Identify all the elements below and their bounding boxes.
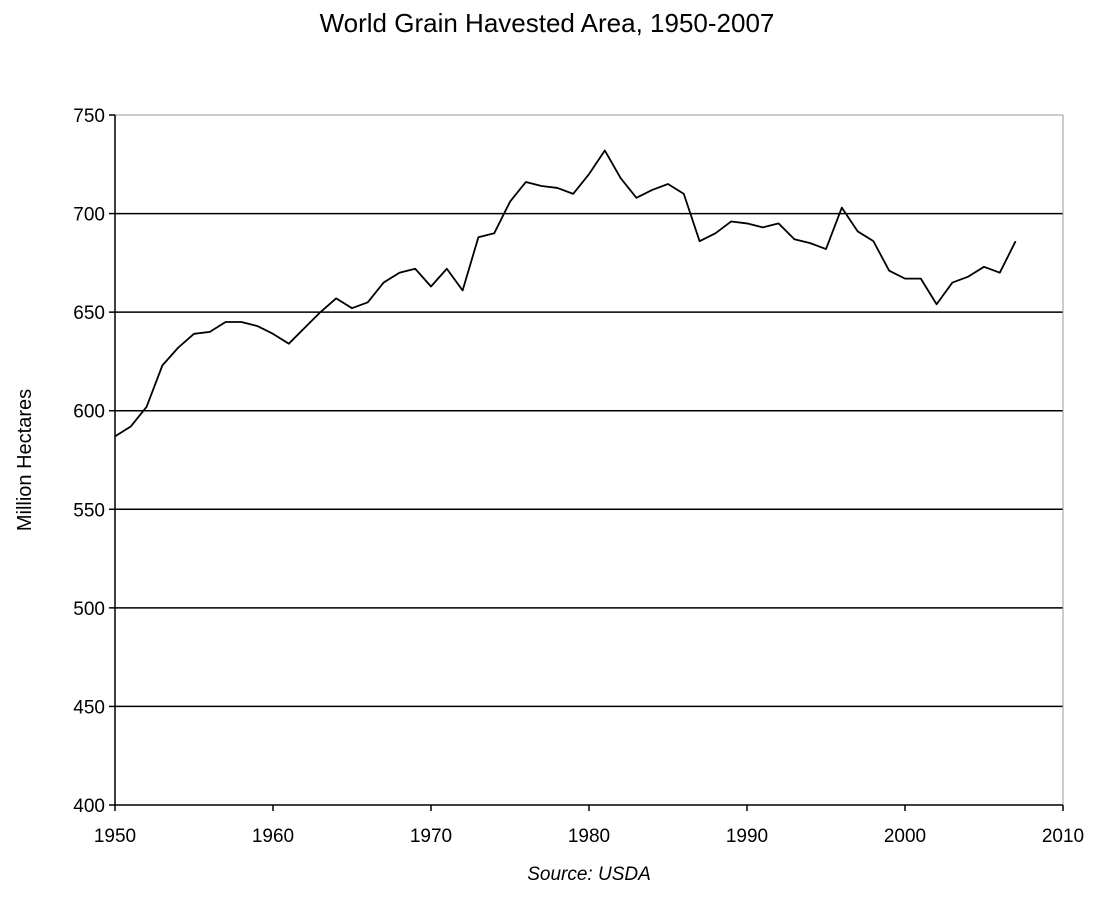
source-note: Source: USDA (527, 864, 651, 885)
x-tick-label-1970: 1970 (410, 826, 452, 847)
tick-labels: 400 450 500 550 600 650 700 750 1950 1960 1970 1980… (73, 106, 1084, 847)
y-tick-label-750: 750 (73, 106, 105, 127)
y-tick-label-400: 400 (73, 796, 105, 817)
y-tick-label-450: 450 (73, 697, 105, 718)
plot-frame (114, 114, 1064, 806)
x-tick-label-2000: 2000 (884, 826, 926, 847)
gridlines (115, 212, 1063, 708)
x-tick-label-2010: 2010 (1042, 826, 1084, 847)
y-tick-label-600: 600 (73, 402, 105, 423)
y-tick-label-650: 650 (73, 303, 105, 324)
y-tick-label-550: 550 (73, 500, 105, 521)
axis-ticks (109, 114, 1064, 811)
x-tick-label-1960: 1960 (252, 826, 294, 847)
x-tick-label-1980: 1980 (568, 826, 610, 847)
y-tick-label-500: 500 (73, 599, 105, 620)
series-layer (114, 149, 1017, 438)
x-tick-label-1950: 1950 (94, 826, 136, 847)
x-tick-label-1990: 1990 (726, 826, 768, 847)
series-line-0 (114, 149, 1017, 438)
y-axis-title: Million Hectares (14, 389, 36, 531)
chart-title: World Grain Havested Area, 1950-2007 (319, 8, 775, 38)
y-tick-label-700: 700 (73, 205, 105, 226)
